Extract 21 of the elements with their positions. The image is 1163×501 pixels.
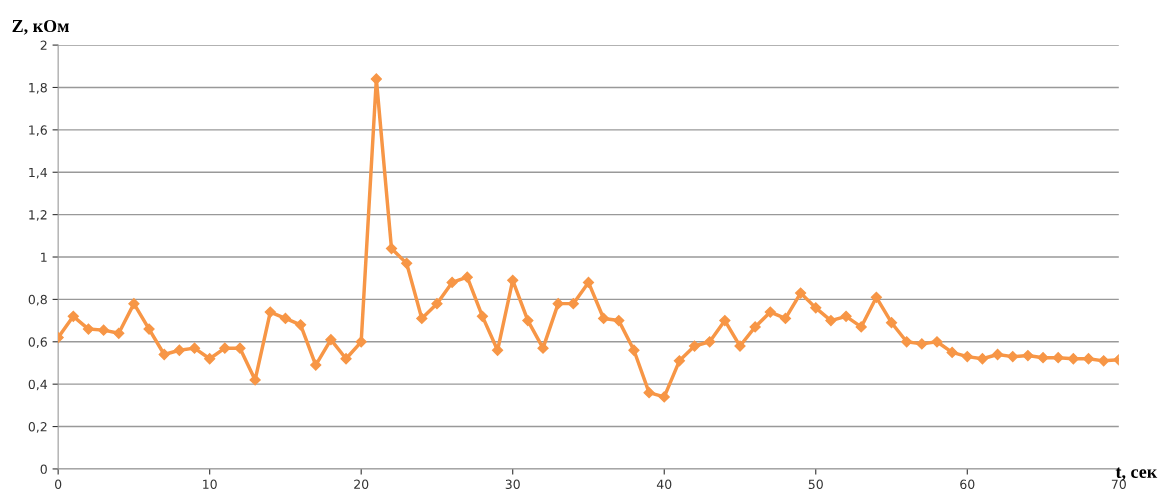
x-tick-label: 10 bbox=[203, 479, 217, 490]
x-tick-label: 20 bbox=[354, 479, 369, 490]
x-tick-label: 70 bbox=[1111, 479, 1126, 490]
y-tick-label: 1 bbox=[41, 252, 47, 262]
y-tick-label: 0,2 bbox=[28, 422, 47, 433]
y-tick-label: 0,8 bbox=[28, 294, 47, 306]
x-axis-title: t, сек bbox=[1115, 467, 1158, 481]
y-axis-title: Z, кОм bbox=[12, 19, 69, 35]
x-tick-label: 50 bbox=[808, 479, 823, 490]
y-tick-label: 0 bbox=[40, 464, 47, 474]
y-tick-label: 1,4 bbox=[29, 167, 48, 179]
y-tick-label: 0,6 bbox=[28, 337, 47, 348]
y-tick-label: 1,8 bbox=[29, 82, 47, 94]
y-tick-label: 2 bbox=[40, 40, 47, 50]
y-tick-label: 1,6 bbox=[29, 125, 47, 137]
y-tick-label: 0,4 bbox=[28, 379, 48, 391]
x-tick-label: 60 bbox=[960, 479, 975, 490]
x-tick-label: 0 bbox=[55, 479, 62, 490]
x-tick-label: 40 bbox=[656, 479, 672, 490]
x-tick-label: 30 bbox=[505, 479, 520, 490]
y-tick-label: 1,2 bbox=[29, 210, 47, 221]
